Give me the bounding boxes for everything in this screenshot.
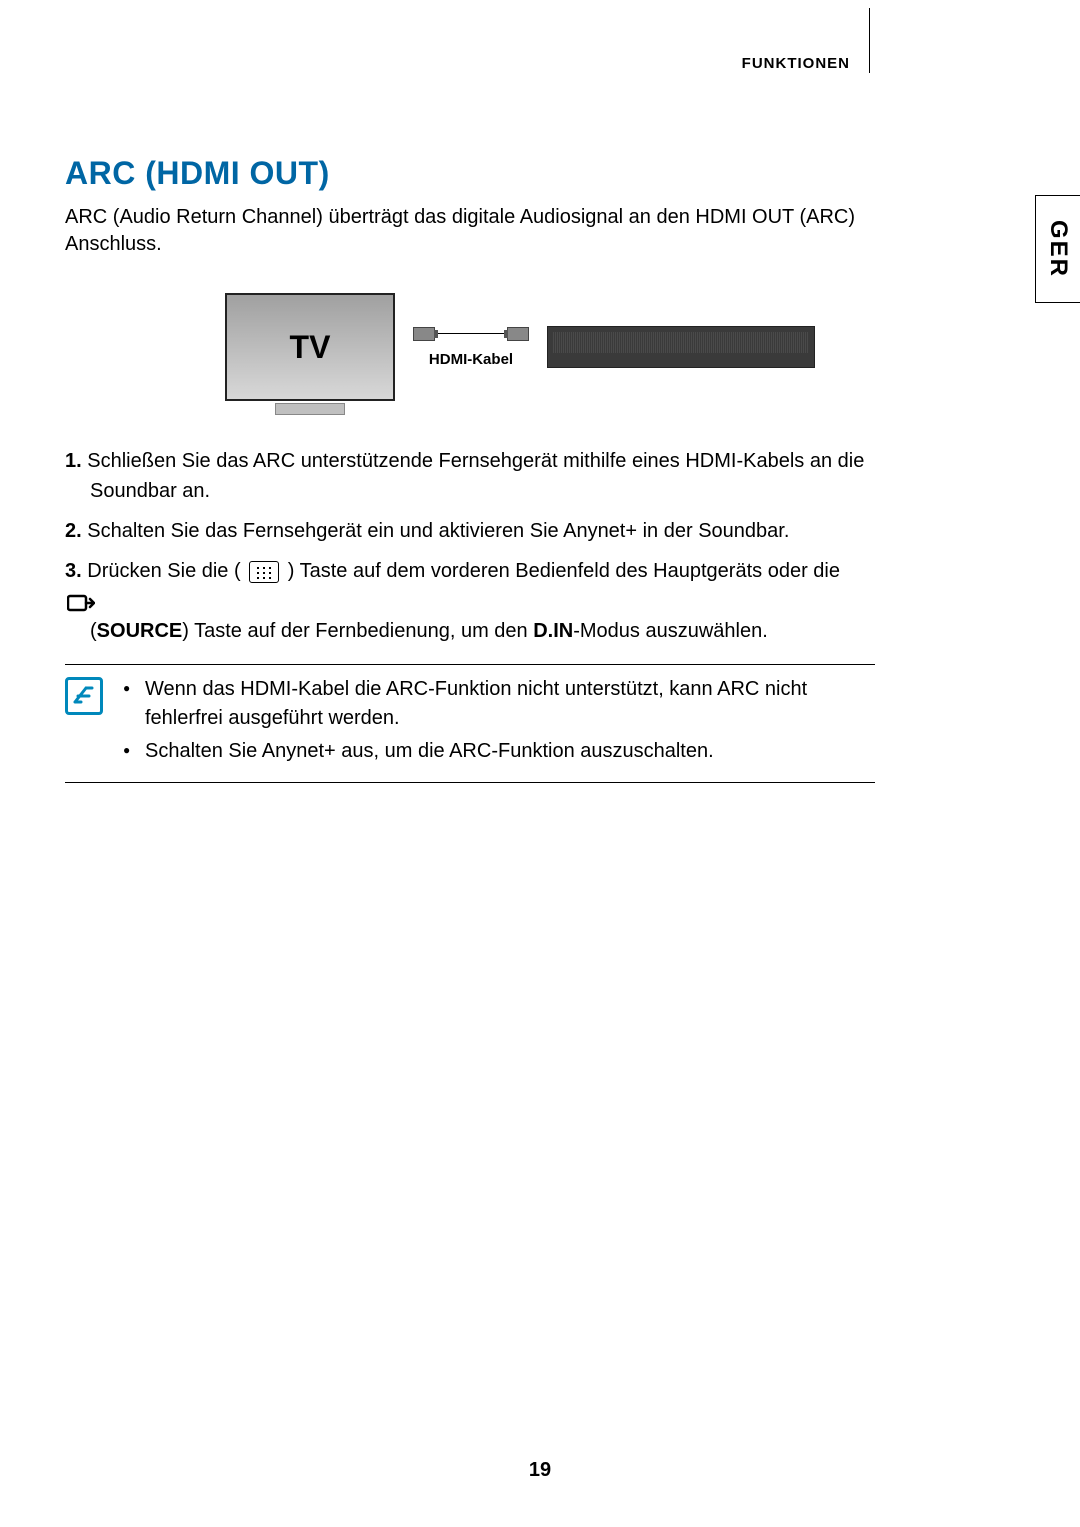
step-number: 3. [65, 560, 82, 582]
tv-label: TV [290, 329, 331, 366]
step-number: 2. [65, 520, 82, 542]
header-divider [869, 8, 870, 73]
mode-label: D.IN [533, 620, 573, 642]
step-item: 1. Schließen Sie das ARC unterstützende … [65, 446, 875, 506]
note-list: Wenn das HDMI-Kabel die ARC-Funktion nic… [123, 675, 875, 770]
soundbar-illustration [547, 326, 815, 368]
step-number: 1. [65, 450, 82, 472]
page-title: ARC (HDMI OUT) [65, 155, 875, 192]
hdmi-plug-icon [507, 327, 529, 341]
step-text: ( [90, 620, 97, 642]
step-text: ) Taste auf dem vorderen Bedienfeld des … [282, 560, 840, 582]
language-tab-label: GER [1044, 220, 1072, 278]
step-item: 2. Schalten Sie das Fernsehgerät ein und… [65, 516, 875, 546]
language-tab: GER [1035, 195, 1080, 303]
tv-illustration: TV [225, 293, 395, 401]
note-section: Wenn das HDMI-Kabel die ARC-Funktion nic… [65, 665, 875, 783]
step-text: Schalten Sie das Fernsehgerät ein und ak… [87, 520, 789, 542]
connection-diagram: TV HDMI-Kabel [165, 293, 875, 401]
panel-button-icon [249, 561, 279, 583]
step-text: -Modus auszuwählen. [573, 620, 768, 642]
source-icon [92, 592, 120, 612]
note-icon [65, 677, 103, 715]
steps-list: 1. Schließen Sie das ARC unterstützende … [65, 446, 875, 646]
note-item: Wenn das HDMI-Kabel die ARC-Funktion nic… [123, 675, 875, 733]
page-number: 19 [529, 1459, 551, 1482]
step-item: 3. Drücken Sie die ( ) Taste auf dem vor… [65, 556, 875, 646]
source-label: SOURCE [97, 620, 183, 642]
intro-paragraph: ARC (Audio Return Channel) überträgt das… [65, 204, 875, 258]
note-item: Schalten Sie Anynet+ aus, um die ARC-Fun… [123, 737, 875, 766]
hdmi-plug-icon [413, 327, 435, 341]
cable-illustration: HDMI-Kabel [413, 327, 529, 368]
cable-label: HDMI-Kabel [429, 351, 513, 368]
step-text: ) Taste auf der Fernbedienung, um den [182, 620, 533, 642]
step-text: Drücken Sie die ( [87, 560, 246, 582]
section-header: FUNKTIONEN [742, 55, 850, 72]
page-content: ARC (HDMI OUT) ARC (Audio Return Channel… [65, 155, 875, 783]
step-text: Schließen Sie das ARC unterstützende Fer… [87, 450, 864, 502]
